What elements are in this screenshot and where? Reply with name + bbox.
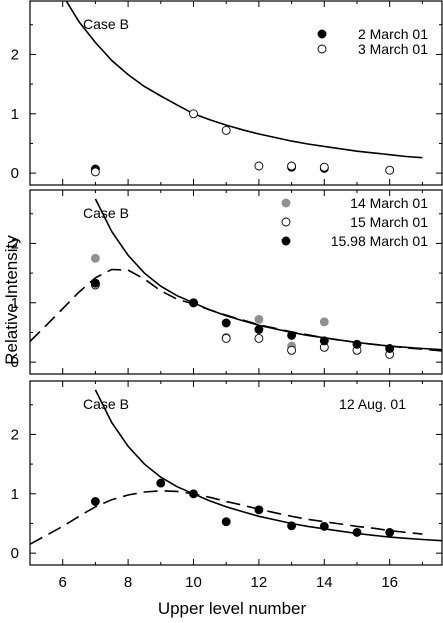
data-point-15-98-march-01: [352, 339, 362, 349]
data-point-15-march-01: [287, 345, 297, 355]
data-point-15-98-march-01: [319, 336, 329, 346]
curves: [30, 198, 442, 352]
panel-label: Case B: [83, 396, 129, 412]
data-point-15-march-01: [221, 333, 231, 343]
panel-label: Case B: [83, 205, 129, 221]
data-point-15-98-march-01: [189, 298, 198, 308]
data-point-12-aug-01: [287, 521, 297, 531]
y-tick-label: 0: [11, 354, 19, 371]
data-point-3-march-01: [319, 162, 329, 172]
data-point-3-march-01: [385, 165, 395, 175]
data-point-12-aug-01: [319, 521, 329, 531]
data-point-12-aug-01: [352, 527, 362, 537]
y-tick-label: 2: [11, 235, 19, 252]
legend-label: 15.98 March 01: [331, 233, 428, 249]
y-tick-label: 0: [11, 165, 19, 182]
plot-frame: [29, 0, 443, 186]
curves: [65, 1, 423, 159]
legend-label: 2 March 01: [358, 26, 428, 42]
x-tick-label: 14: [316, 574, 333, 591]
data-point-15-march-01: [254, 333, 264, 343]
dashed-model-curve: [30, 489, 423, 545]
plot-frame: [29, 380, 443, 566]
legend-marker: [281, 198, 291, 208]
legend-marker: [317, 29, 327, 39]
y-tick-label: 0: [11, 545, 19, 562]
legend-label: 3 March 01: [358, 41, 428, 57]
data-point-15-98-march-01: [90, 278, 100, 288]
data-point-15-98-march-01: [385, 344, 395, 353]
x-tick-label: 12: [251, 574, 268, 591]
x-tick-label: 16: [381, 574, 398, 591]
panel-1: 0 1 2 Case B 2 March 013 March 01: [11, 0, 443, 186]
data-point-3-march-01: [90, 167, 100, 177]
y-tick-label: 2: [11, 426, 19, 443]
x-tick-label: 6: [59, 574, 67, 591]
x-axis-title: Upper level number: [158, 599, 307, 618]
legend-marker: [281, 236, 291, 246]
data-point-15-98-march-01: [221, 318, 231, 328]
data-point-3-march-01: [221, 125, 231, 135]
data-point-12-aug-01: [385, 527, 395, 537]
y-tick-label: 1: [11, 295, 19, 312]
data-point-14-march-01: [254, 314, 264, 324]
y-tick-label: 1: [11, 106, 19, 123]
data-point-12-aug-01: [254, 505, 264, 515]
panel-2: 0 1 2 Case B 14 March 01 15 March 01 15.98 Mar…: [11, 189, 443, 375]
data-point-12-aug-01: [189, 489, 198, 499]
dashed-model-curve: [30, 268, 442, 352]
legend-label: 15 March 01: [350, 214, 428, 230]
legend-label: 14 March 01: [350, 195, 428, 211]
panel-label: Case B: [83, 16, 129, 32]
y-tick-label: 1: [11, 486, 19, 503]
case-b-curve: [94, 389, 442, 542]
data-point-14-march-01: [319, 317, 329, 327]
x-tick-label: 10: [185, 574, 202, 591]
plot-frame: [29, 189, 443, 375]
case-b-curve: [65, 1, 423, 159]
data-point-3-march-01: [189, 109, 198, 119]
data-point-12-aug-01: [90, 497, 100, 506]
y-axis-title: Relative Intensity: [2, 235, 21, 365]
data-point-3-march-01: [254, 161, 264, 171]
data-point-12-aug-01: [221, 517, 231, 527]
legend-marker: [317, 44, 327, 54]
data-point-3-march-01: [287, 161, 297, 171]
data-point-14-march-01: [90, 253, 100, 263]
data-point-15-98-march-01: [287, 330, 297, 340]
panel-annotation: 12 Aug. 01: [339, 396, 406, 412]
y-tick-label: 2: [11, 46, 19, 63]
x-tick-label: 8: [124, 574, 132, 591]
legend-marker: [281, 217, 291, 227]
data-point-15-98-march-01: [254, 325, 264, 334]
curves: [30, 389, 442, 545]
data-point-12-aug-01: [156, 478, 166, 488]
